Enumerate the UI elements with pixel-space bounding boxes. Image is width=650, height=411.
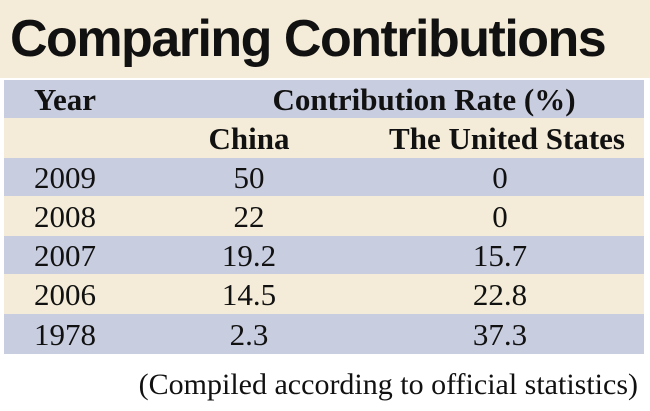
china-cell: 19.2 — [221, 238, 277, 273]
year-header: Year — [34, 82, 96, 117]
china-cell: 50 — [233, 160, 265, 195]
china-cell: 14.5 — [221, 277, 277, 312]
us-cell: 37.3 — [472, 317, 528, 352]
china-cell: 2.3 — [229, 317, 269, 352]
table-row: 2007 19.2 15.7 — [4, 236, 644, 274]
table-title: Comparing Contributions — [10, 10, 607, 68]
year-cell: 2006 — [34, 277, 96, 312]
year-cell: 1978 — [34, 317, 96, 352]
header-row-2: China The United States — [4, 118, 644, 158]
us-cell: 22.8 — [472, 277, 528, 312]
us-cell: 0 — [492, 160, 508, 195]
contribution-rate-header: Contribution Rate (%) — [272, 82, 576, 117]
table-row: 2006 14.5 22.8 — [4, 274, 644, 314]
us-cell: 0 — [492, 199, 508, 234]
table-row: 2008 22 0 — [4, 196, 644, 236]
year-cell: 2008 — [34, 199, 96, 234]
table-row: 2009 50 0 — [4, 158, 644, 196]
china-header: China — [208, 121, 290, 156]
us-header: The United States — [389, 121, 625, 156]
header-row-1: Year Contribution Rate (%) — [4, 80, 644, 118]
us-cell: 15.7 — [472, 238, 528, 273]
china-cell: 22 — [233, 199, 265, 234]
year-cell: 2007 — [34, 238, 96, 273]
year-cell: 2009 — [34, 160, 96, 195]
title-bar: Comparing Contributions — [0, 0, 650, 78]
source-footnote: (Compiled according to official statisti… — [138, 368, 638, 401]
table-row: 1978 2.3 37.3 — [4, 314, 644, 354]
